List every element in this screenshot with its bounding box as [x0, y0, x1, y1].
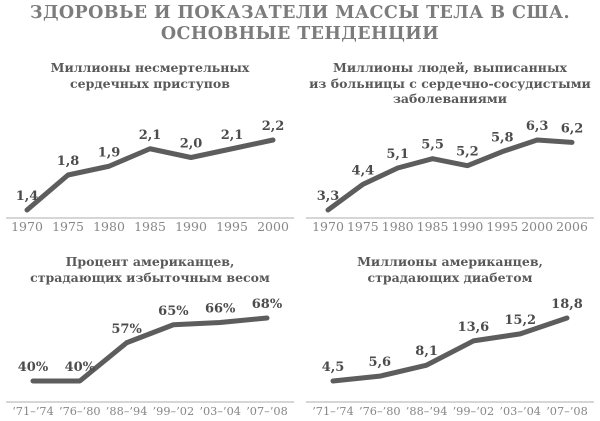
data-point-label: 2,1 — [221, 128, 244, 143]
data-point-label: 5,2 — [456, 145, 479, 160]
x-axis-tick-label: 1985 — [134, 219, 166, 234]
data-line-series — [30, 315, 270, 384]
data-line-series — [325, 137, 575, 213]
x-axis-tick-label: 1995 — [486, 219, 518, 234]
charts-grid: Миллионы несмертельных сердечных приступо… — [0, 56, 600, 421]
x-axis-tick-label: ’76–’80 — [59, 405, 101, 418]
chart-title-line: Миллионы американцев, — [357, 254, 543, 269]
line-chart: 1,4 1,8 1,9 2,1 2,0 2,1 2,2 1970 1975 1980 1985 199… — [6, 119, 294, 234]
data-point-label: 5,1 — [386, 147, 409, 162]
chart-title-line: Миллионы людей, выписанных — [333, 60, 567, 75]
chart-title-line: Миллионы несмертельных — [50, 60, 250, 75]
data-point-label: 57% — [111, 322, 142, 337]
chart-title-line: сердечных приступов — [70, 75, 230, 91]
x-axis-tick-label: ’99–’02 — [453, 405, 495, 418]
data-point-label: 4,4 — [352, 163, 375, 178]
x-axis-tick-label: 1980 — [382, 219, 414, 234]
line-chart: 3,3 4,4 5,1 5,5 5,2 5,8 6,3 6,2 1970 1975 1980 1985… — [306, 119, 594, 234]
data-point-label: 5,8 — [491, 131, 514, 146]
x-axis-tick-label: 1970 — [312, 219, 344, 234]
data-point-label: 68% — [252, 297, 283, 312]
data-point-label: 66% — [205, 302, 236, 317]
data-point-label: 2,1 — [139, 128, 162, 143]
data-point-label: 15,2 — [504, 313, 536, 328]
x-axis-tick-label: ’71–’74 — [312, 405, 354, 418]
data-point-label: 8,1 — [415, 344, 438, 359]
x-axis-tick-label: 1995 — [216, 219, 248, 234]
data-point-label: 3,3 — [317, 189, 340, 204]
data-point-label: 1,4 — [16, 189, 39, 204]
x-axis-tick-label: ’03–’04 — [499, 405, 541, 418]
x-axis-tick-label: 1975 — [347, 219, 379, 234]
chart-title-line: заболеваниями — [392, 91, 508, 106]
page-title-line-1: ЗДОРОВЬЕ И ПОКАЗАТЕЛИ МАССЫ ТЕЛА В США. — [29, 3, 571, 23]
data-point-label: 4,5 — [322, 360, 345, 375]
chart-title-line: из больницы с сердечно-сосудистыми — [309, 75, 591, 91]
line-chart: 4,5 5,6 8,1 13,6 15,2 18,8 ’71–’74 ’76–’80 ’88–’… — [306, 297, 594, 418]
data-point-label: 2,2 — [262, 119, 285, 134]
x-axis-tick-label: 2006 — [556, 219, 588, 234]
x-axis-tick-label: ’07–’08 — [546, 405, 588, 418]
x-axis-tick-label: 1990 — [452, 219, 484, 234]
page-title: ЗДОРОВЬЕ И ПОКАЗАТЕЛИ МАССЫ ТЕЛА В США. … — [0, 0, 600, 45]
data-point-label: 13,6 — [458, 320, 490, 335]
data-point-label: 6,2 — [561, 121, 584, 136]
chart-title-line: Процент американцев, — [65, 254, 235, 269]
data-point-label: 40% — [65, 360, 96, 375]
chart-title: Миллионы несмертельных сердечных приступо… — [51, 56, 250, 110]
data-point-label: 5,5 — [421, 138, 444, 153]
chart-title: Процент американцев, страдающих избыточны… — [30, 248, 270, 288]
chart-hospital-discharges: Миллионы людей, выписанных из больницы с … — [300, 56, 600, 236]
chart-diabetes-millions: Миллионы американцев, страдающих диабетом… — [300, 248, 600, 421]
page-title-line-2: ОСНОВНЫЕ ТЕНДЕНЦИИ — [160, 24, 440, 44]
data-line-series — [24, 137, 276, 213]
x-axis-tick-label: 1985 — [417, 219, 449, 234]
chart-title: Миллионы американцев, страдающих диабетом — [357, 248, 543, 288]
x-axis-tick-label: ’71–’74 — [12, 405, 54, 418]
x-axis-tick-label: 2000 — [521, 219, 553, 234]
chart-title: Миллионы людей, выписанных из больницы с … — [309, 56, 591, 110]
chart-overweight-percent: Процент американцев, страдающих избыточны… — [0, 248, 300, 421]
data-point-label: 2,0 — [180, 137, 203, 152]
data-point-label: 1,8 — [57, 154, 80, 169]
x-axis-tick-label: ’03–’04 — [199, 405, 241, 418]
x-axis-tick-label: 1990 — [175, 219, 207, 234]
x-axis-tick-label: 2000 — [257, 219, 289, 234]
x-axis-tick-label: 1970 — [11, 219, 43, 234]
x-axis-tick-label: 1975 — [52, 219, 84, 234]
x-axis-tick-label: ’99–’02 — [153, 405, 195, 418]
data-point-label: 65% — [158, 304, 189, 319]
data-line-series — [330, 315, 570, 384]
x-axis-tick-label: ’88–’94 — [106, 405, 148, 418]
chart-title-line: страдающих диабетом — [367, 269, 533, 285]
data-point-label: 40% — [18, 360, 49, 375]
chart-title-line: страдающих избыточным весом — [30, 269, 270, 285]
data-point-label: 1,9 — [98, 145, 121, 160]
x-axis-tick-label: ’07–’08 — [246, 405, 288, 418]
chart-heart-attacks: Миллионы несмертельных сердечных приступо… — [0, 56, 300, 236]
x-axis-tick-label: 1980 — [93, 219, 125, 234]
line-chart: 40% 40% 57% 65% 66% 68% ’71–’74 ’76–’80 ’88–’94 ’… — [6, 297, 294, 418]
data-point-label: 5,6 — [368, 355, 391, 370]
x-axis-tick-label: ’88–’94 — [406, 405, 448, 418]
data-point-label: 6,3 — [526, 119, 549, 134]
x-axis-tick-label: ’76–’80 — [359, 405, 401, 418]
data-point-label: 18,8 — [551, 297, 583, 312]
